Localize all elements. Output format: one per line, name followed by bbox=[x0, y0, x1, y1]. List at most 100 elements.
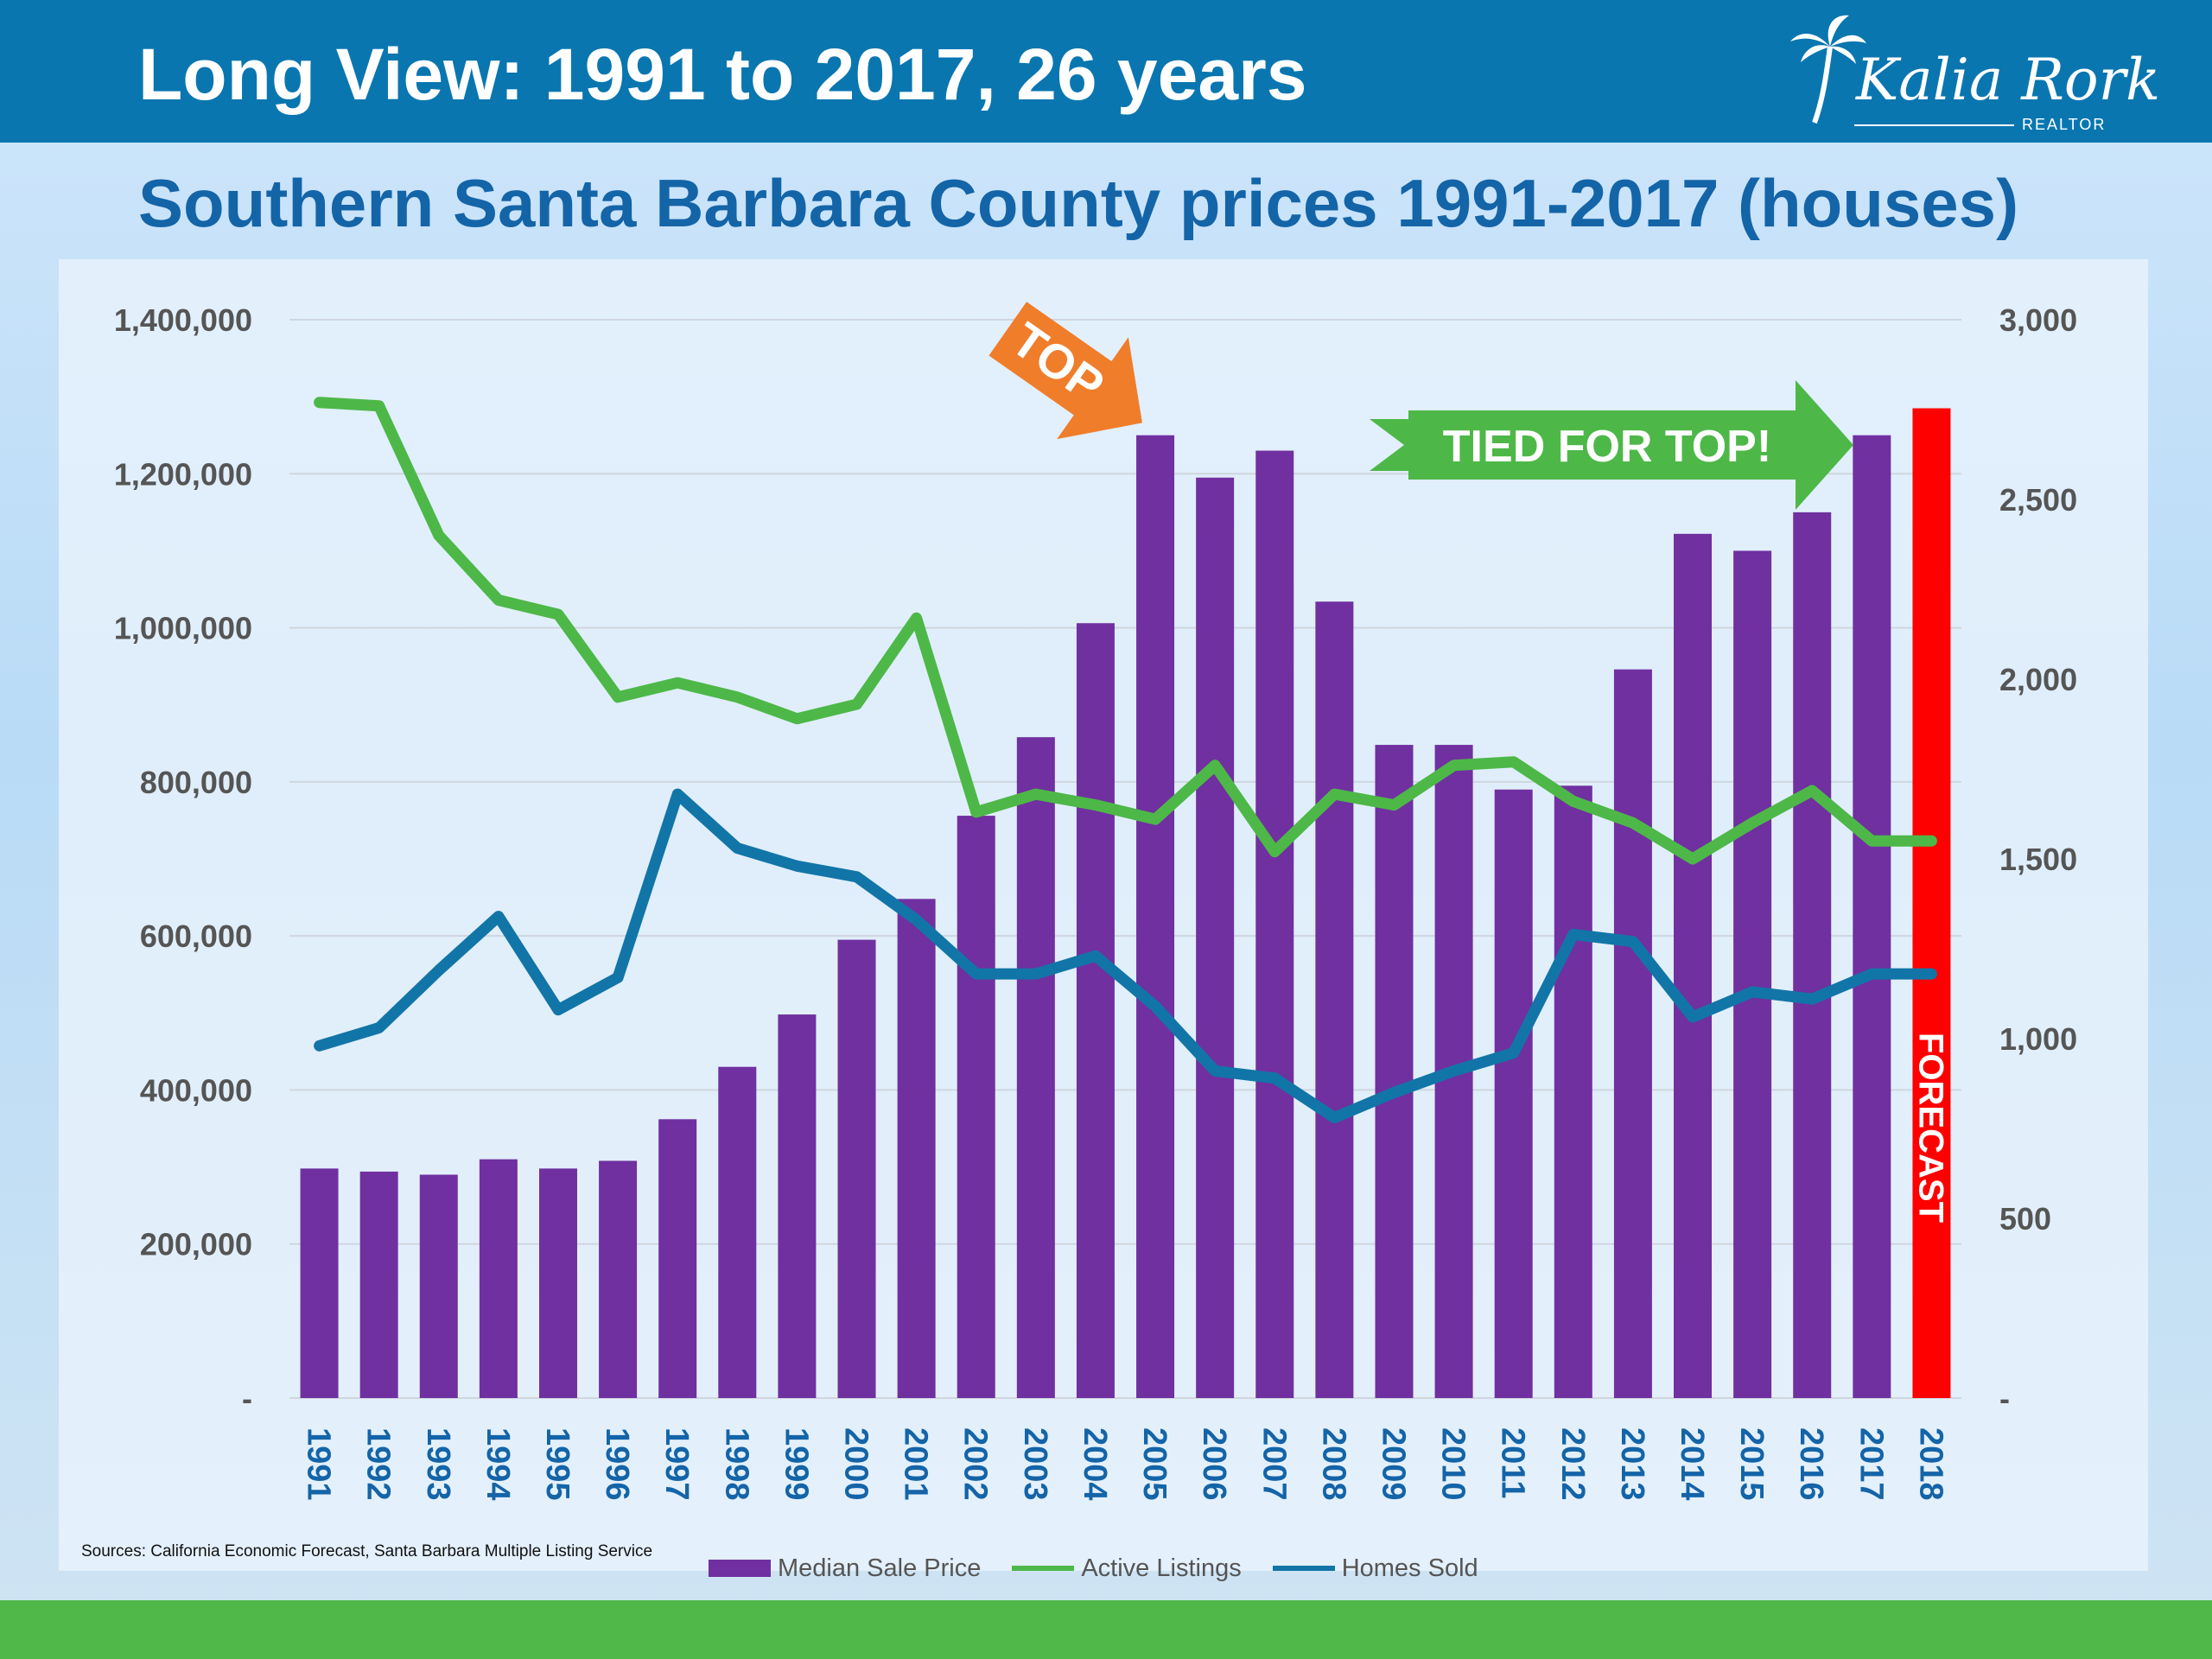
left-tick-label: 1,200,000 bbox=[114, 456, 252, 492]
left-tick-label: 1,400,000 bbox=[114, 302, 252, 338]
line-point bbox=[1094, 804, 1096, 806]
line-point bbox=[915, 918, 918, 921]
x-tick-label: 2004 bbox=[1077, 1427, 1113, 1501]
x-tick-label: 1998 bbox=[718, 1427, 754, 1501]
legend-item-median-sale-price: Median Sale Price bbox=[709, 1554, 981, 1583]
bar-median-price bbox=[1315, 601, 1354, 1398]
line-point bbox=[1811, 998, 1814, 1001]
line-point bbox=[677, 682, 679, 684]
x-tick-label: 1993 bbox=[420, 1427, 456, 1501]
bar-median-price bbox=[1674, 533, 1713, 1398]
legend-swatch-line bbox=[1272, 1566, 1335, 1571]
source-note: Sources: California Economic Forecast, S… bbox=[81, 1542, 653, 1560]
left-tick-label: 600,000 bbox=[140, 918, 252, 954]
top-arrow-shape bbox=[988, 302, 1142, 440]
x-tick-label: 2009 bbox=[1375, 1427, 1411, 1501]
x-tick-label: 2003 bbox=[1017, 1427, 1053, 1501]
bar-median-price bbox=[897, 899, 936, 1398]
bar-median-price bbox=[718, 1066, 757, 1398]
line-point bbox=[1572, 800, 1574, 803]
x-tick-label: 1992 bbox=[360, 1427, 397, 1501]
x-tick-label: 2017 bbox=[1853, 1427, 1889, 1501]
realtor-logo: Kalia Rork REALTOR bbox=[1789, 12, 2160, 137]
left-tick-label: 1,000,000 bbox=[114, 611, 252, 646]
x-tick-label: 2016 bbox=[1793, 1427, 1829, 1501]
bar-median-price bbox=[1255, 450, 1294, 1398]
line-point bbox=[437, 969, 440, 971]
logo-name: Kalia Rork bbox=[1856, 47, 2161, 113]
x-tick-label: 2018 bbox=[1912, 1427, 1948, 1501]
line-point bbox=[318, 1045, 321, 1047]
line-point bbox=[1930, 973, 1933, 976]
right-tick-label: - bbox=[1999, 1381, 2010, 1416]
x-tick-label: 1997 bbox=[658, 1427, 695, 1501]
line-point bbox=[1692, 858, 1694, 860]
bar-median-price bbox=[359, 1171, 398, 1398]
line-point bbox=[497, 915, 499, 918]
legend-label: Median Sale Price bbox=[778, 1554, 982, 1582]
x-tick-label: 2013 bbox=[1614, 1427, 1650, 1501]
x-tick-label: 2011 bbox=[1495, 1427, 1531, 1498]
x-tick-label: 2001 bbox=[898, 1427, 934, 1501]
logo-subtitle: REALTOR bbox=[2022, 116, 2107, 133]
line-point bbox=[318, 401, 321, 404]
left-tick-label: 200,000 bbox=[140, 1227, 252, 1262]
line-point bbox=[796, 865, 798, 868]
line-point bbox=[1811, 789, 1814, 791]
bar-median-price bbox=[1196, 477, 1235, 1398]
bar-median-price bbox=[837, 939, 876, 1398]
bar-median-price bbox=[1494, 789, 1533, 1398]
line-point bbox=[556, 1008, 559, 1011]
line-point bbox=[1512, 1052, 1515, 1054]
left-tick-label: - bbox=[242, 1381, 252, 1416]
bar-median-price bbox=[1793, 512, 1832, 1398]
legend-swatch-bar bbox=[709, 1560, 771, 1577]
line-point bbox=[1692, 1016, 1694, 1019]
x-tick-label: 1995 bbox=[539, 1427, 575, 1501]
line-point bbox=[1274, 1077, 1276, 1079]
x-tick-label: 1996 bbox=[599, 1427, 635, 1501]
line-point bbox=[1512, 760, 1515, 763]
palm-tree-icon bbox=[1790, 15, 1866, 124]
x-tick-label: 1991 bbox=[301, 1427, 337, 1501]
legend-label: Active Listings bbox=[1081, 1554, 1242, 1582]
right-tick-label: 3,000 bbox=[1999, 302, 2077, 338]
logo-underline bbox=[1854, 124, 2014, 126]
x-tick-label: 2002 bbox=[957, 1427, 994, 1501]
line-point bbox=[1393, 804, 1395, 806]
line-point bbox=[796, 717, 798, 720]
tied-arrow-shape bbox=[1370, 380, 1853, 510]
x-tick-label: 1999 bbox=[778, 1427, 814, 1501]
legend-item-homes-sold: Homes Sold bbox=[1272, 1554, 1478, 1583]
tied-label: TIED FOR TOP! bbox=[1443, 422, 1771, 472]
line-point bbox=[1572, 933, 1574, 936]
bar-median-price bbox=[1076, 623, 1115, 1398]
right-tick-label: 1,000 bbox=[1999, 1021, 2077, 1057]
bar-median-price bbox=[1733, 550, 1772, 1398]
legend-item-active-listings: Active Listings bbox=[1012, 1554, 1242, 1583]
line-point bbox=[1154, 1005, 1157, 1007]
x-tick-label: 2015 bbox=[1733, 1427, 1770, 1501]
line-point bbox=[1214, 1070, 1217, 1072]
x-tick-label: 2014 bbox=[1674, 1427, 1710, 1501]
bar-median-price bbox=[1375, 745, 1414, 1398]
right-tick-label: 500 bbox=[1999, 1201, 2051, 1236]
x-tick-label: 2010 bbox=[1435, 1427, 1471, 1501]
line-point bbox=[556, 613, 559, 616]
bar-median-price bbox=[1554, 785, 1592, 1398]
line-active-listings bbox=[314, 397, 1937, 865]
left-tick-label: 400,000 bbox=[140, 1072, 252, 1108]
line-point bbox=[1154, 818, 1157, 821]
line-point bbox=[1333, 1116, 1336, 1119]
bar-median-price bbox=[538, 1168, 577, 1398]
right-axis-ticks: - 500 1,000 1,500 2,000 2,500 3,000 bbox=[1999, 302, 2077, 1416]
right-tick-label: 1,500 bbox=[1999, 842, 2077, 877]
line-point bbox=[1214, 764, 1217, 766]
bar-median-price bbox=[957, 816, 995, 1398]
line-point bbox=[855, 703, 858, 706]
right-tick-label: 2,500 bbox=[1999, 482, 2077, 518]
bar-median-price bbox=[419, 1174, 458, 1398]
line-point bbox=[1452, 1070, 1455, 1072]
line-point bbox=[617, 696, 620, 698]
